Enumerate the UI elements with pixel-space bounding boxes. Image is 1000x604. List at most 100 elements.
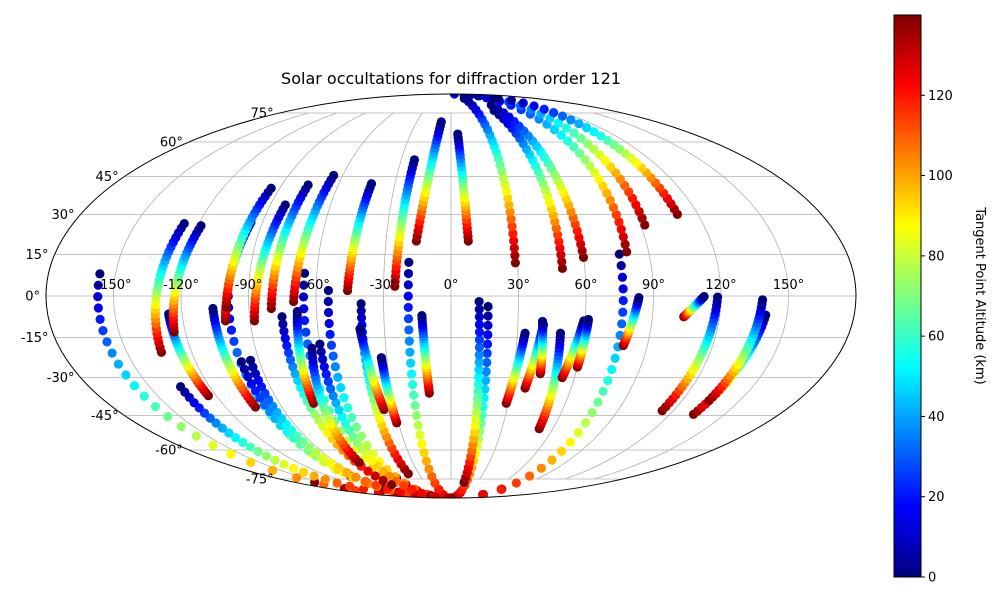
occultation-point (566, 115, 576, 125)
occultation-point (557, 111, 568, 121)
occultation-point (583, 139, 593, 149)
occultation-point (539, 104, 549, 114)
occultation-point (299, 315, 310, 326)
occultation-point (329, 170, 339, 181)
occultation-track (535, 316, 548, 379)
occultation-point (324, 318, 334, 329)
occultation-point (226, 325, 237, 335)
occultation-point (576, 133, 586, 143)
occultation-point (301, 327, 311, 337)
occultation-point (518, 98, 528, 108)
occultation-track (249, 200, 290, 326)
occultation-track (657, 292, 723, 416)
occultation-point (509, 236, 519, 246)
occultation-point (610, 353, 620, 363)
colorbar (893, 14, 922, 578)
occultation-point (246, 457, 256, 467)
occultation-point (303, 180, 313, 190)
occultation-point (473, 379, 483, 389)
occultation-point (587, 407, 597, 418)
latitude-tick-label: 45° (96, 170, 119, 185)
occultation-point (507, 221, 517, 231)
occultation-point (323, 307, 334, 318)
occultation-track (221, 183, 276, 312)
occultation-point (319, 362, 329, 372)
occultation-point (555, 328, 566, 338)
occultation-point (245, 442, 255, 452)
colorbar-label: Tangent Point Altitude (km) (972, 206, 987, 384)
longitude-tick-label: -150° (95, 278, 131, 293)
occultation-point (245, 355, 256, 365)
latitude-tick-label: 0° (25, 290, 40, 305)
colorbar-tick-label: 0 (928, 571, 936, 586)
longitude-tick-label: -120° (163, 278, 199, 293)
occultation-point (323, 296, 333, 307)
occultation-point (614, 249, 624, 259)
occultation-point (474, 312, 484, 322)
occultation-point (611, 168, 621, 178)
occultation-point (561, 123, 572, 133)
occultation-point (473, 386, 483, 397)
occultation-point (279, 326, 289, 336)
occultation-point (403, 302, 413, 313)
occultation-point (603, 375, 613, 386)
occultation-point (288, 463, 299, 473)
occultation-point (93, 280, 103, 290)
occultation-point (238, 437, 248, 448)
occultation-point (424, 464, 434, 474)
occultation-point (176, 421, 186, 432)
occultation-point (573, 428, 583, 438)
occultation-point (620, 239, 630, 249)
occultation-point (503, 193, 513, 203)
occultation-point (480, 384, 490, 394)
occultation-point (602, 135, 612, 145)
latitude-tick-label: -45° (91, 409, 119, 424)
occultation-point (287, 425, 297, 435)
occultation-point (403, 314, 414, 324)
occultation-point (602, 188, 612, 198)
occultation-point (504, 200, 514, 210)
occultation-point (406, 369, 417, 379)
occultation-point (334, 405, 344, 415)
occultation-point (113, 359, 124, 369)
occultation-point (470, 421, 480, 431)
occultation-point (481, 375, 491, 386)
occultation-point (355, 324, 365, 334)
occultation-point (553, 118, 564, 128)
longitude-tick-label: -30° (370, 278, 398, 293)
occultation-point (474, 365, 484, 375)
occultation-point (208, 440, 218, 450)
occultation-point (351, 422, 361, 432)
map-boundary (45, 93, 857, 499)
occultation-point (614, 217, 624, 227)
occultation-point (585, 161, 595, 171)
occultation-point (471, 407, 482, 417)
occultation-point (323, 376, 333, 387)
occultation-point (509, 243, 519, 253)
occultation-point (311, 448, 321, 458)
occultation-track (315, 339, 453, 498)
occultation-point (618, 284, 628, 294)
occultation-point (404, 325, 414, 335)
occultation-point (360, 476, 371, 486)
occultation-point (569, 128, 579, 138)
occultation-track (292, 306, 319, 408)
occultation-point (318, 354, 328, 364)
occultation-track (342, 179, 377, 296)
occultation-track (417, 311, 434, 398)
occultation-point (176, 382, 186, 392)
occultation-point (634, 293, 644, 303)
occultation-point (309, 471, 319, 481)
occultation-track (411, 117, 446, 246)
meridian-gridline (593, 112, 789, 480)
occultation-point (556, 250, 566, 260)
occultation-point (411, 410, 422, 421)
occultation-point (403, 291, 413, 301)
occultation-track (501, 328, 530, 408)
occultation-point (421, 456, 431, 466)
occultation-point (430, 478, 440, 488)
occultation-point (548, 108, 559, 118)
occultation-point (428, 491, 438, 498)
colorbar-ticks: 0 20 40 60 80 100 120 (921, 89, 953, 586)
occultation-point (404, 336, 414, 346)
